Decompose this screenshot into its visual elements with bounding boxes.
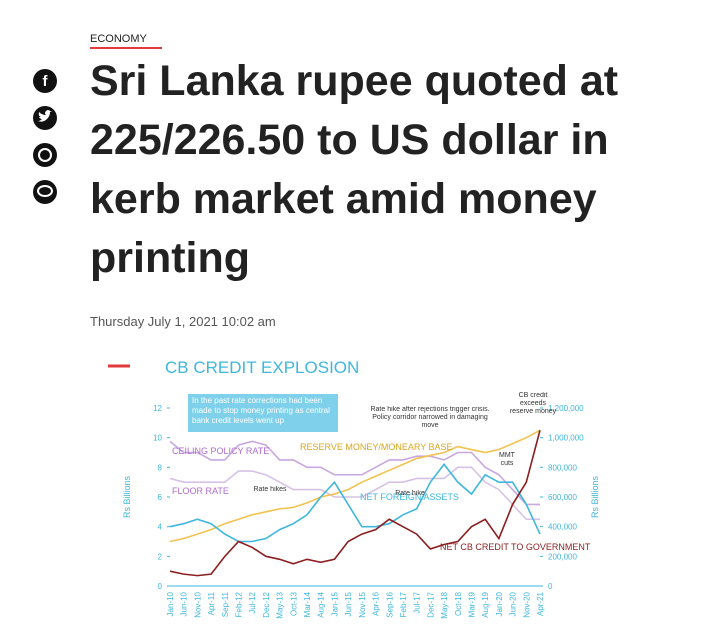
x-tick-label: Feb-12: [235, 591, 244, 617]
series-label: CEILING POLICY RATE: [172, 446, 269, 456]
x-tick-label: Nov-20: [522, 591, 531, 617]
x-tick-label: Apr-11: [207, 591, 216, 615]
x-tick-label: Sep-16: [385, 591, 394, 617]
y-tick-label: 4: [158, 523, 163, 532]
annotation: MMT cuts: [499, 452, 515, 467]
x-tick-label: Aug-19: [481, 591, 490, 617]
x-tick-label: Nov-10: [193, 591, 202, 617]
x-tick-label: Nov-15: [358, 591, 367, 617]
x-tick-label: Jan-15: [330, 591, 339, 616]
x-tick-label: Apr-21: [536, 591, 545, 616]
y2-tick-label: 800,000: [548, 463, 577, 472]
whatsapp-icon[interactable]: [33, 143, 57, 167]
facebook-icon[interactable]: f: [33, 69, 57, 93]
x-tick-label: Jun-20: [509, 591, 518, 616]
x-tick-label: Dec-17: [426, 591, 435, 617]
series-line: [169, 463, 541, 543]
x-tick-label: Jan-20: [495, 591, 504, 616]
twitter-icon[interactable]: [33, 106, 57, 130]
y-tick-label: 0: [158, 582, 163, 591]
x-tick-label: Oct-13: [289, 591, 298, 616]
y-tick-label: 6: [158, 493, 163, 502]
y2-tick-label: 1,000,000: [548, 434, 584, 443]
headline: Sri Lanka rupee quoted at 225/226.50 to …: [90, 57, 619, 282]
x-tick-label: Feb-17: [399, 591, 408, 617]
annotation-box: CB credit exceeds reserve money: [509, 392, 557, 415]
x-tick-label: Dec-12: [262, 591, 271, 617]
y2-tick-label: 0: [548, 582, 553, 591]
x-tick-label: Sep-11: [221, 591, 230, 617]
series-line: [169, 440, 540, 506]
y-tick-label: 12: [153, 404, 162, 413]
annotation-box: Rate hike: [395, 490, 425, 497]
y-tick-label: 8: [158, 463, 163, 472]
x-tick-label: Jun-15: [344, 591, 353, 616]
x-tick-label: Oct-18: [454, 591, 463, 616]
chart: CB CREDIT EXPLOSION 0 2 4 6 8 10 12 0 200,000 400…: [100, 350, 620, 642]
series-line: [169, 466, 540, 521]
annotation-box: In the past rate corrections had been ma…: [188, 394, 338, 432]
y-tick-label: 10: [153, 434, 162, 443]
series-label: FLOOR RATE: [172, 486, 229, 496]
series-label: NET CB CREDIT TO GOVERNMENT: [440, 542, 591, 552]
svg-text:f: f: [43, 73, 49, 90]
annotation: In the past rate corrections had been ma…: [188, 394, 338, 432]
x-tick-label: Apr-16: [372, 591, 381, 616]
annotation: Rate hike after rejections trigger crisi…: [370, 406, 490, 429]
y-axis-label: Rs Billions: [122, 475, 132, 518]
series-label: RESERVE MONEY/MONEARY BASE: [300, 442, 453, 452]
annotation: Rate hike: [395, 490, 425, 497]
annotation-box: MMT cuts: [499, 452, 515, 467]
y-tick-label: 2: [158, 552, 163, 561]
x-tick-label: May-18: [440, 591, 449, 618]
chart-title: CB CREDIT EXPLOSION: [165, 358, 359, 377]
annotation: Rate hikes: [253, 486, 287, 493]
date: Thursday July 1, 2021 10:02 am: [90, 314, 276, 329]
share-icons: f: [33, 69, 57, 204]
y2-tick-label: 600,000: [548, 493, 577, 502]
x-tick-label: Jun-10: [180, 591, 189, 616]
annotation-box: Rate hikes: [253, 486, 287, 493]
x-tick-label: Jan-10: [166, 591, 175, 616]
chart-bg: [100, 350, 620, 642]
x-tick-label: Aug-14: [317, 591, 326, 617]
annotation: CB credit exceeds reserve money: [509, 392, 557, 415]
y2-tick-label: 1,200,000: [548, 404, 584, 413]
section-label[interactable]: ECONOMY: [90, 33, 162, 49]
x-tick-label: Mar-14: [303, 591, 312, 617]
x-tick-label: Jul-17: [413, 591, 422, 613]
series-line: [169, 430, 541, 577]
x-tick-label: May-13: [276, 591, 285, 618]
y2-tick-label: 400,000: [548, 523, 577, 532]
series-line: [169, 429, 541, 543]
comment-icon[interactable]: [33, 180, 57, 204]
annotation-box: Rate hike after rejections trigger crisi…: [370, 406, 490, 429]
x-tick-label: Mar-19: [467, 591, 476, 617]
x-tick-label: Jul-12: [248, 591, 257, 613]
series-label: NET FOREIGN ASSETS: [360, 492, 459, 502]
y2-tick-label: 200,000: [548, 552, 577, 561]
y2-axis-label: Rs Billions: [590, 475, 600, 518]
